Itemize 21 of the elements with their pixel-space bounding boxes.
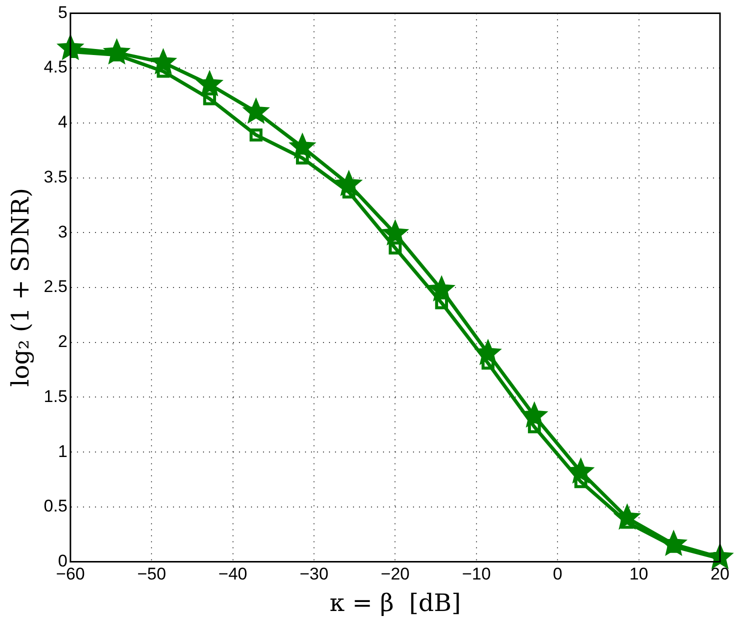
y-tick-label: 3 [58,222,68,242]
y-tick-label: 3.5 [44,167,68,186]
y-tick-label: 4.5 [44,58,68,77]
x-tick-label: −50 [137,564,166,584]
y-tick-label: 2 [58,332,68,352]
y-tick-label: 0.5 [44,496,68,516]
y-tick-label: 0 [58,551,68,570]
x-axis-title: κ = β [dB] [330,588,461,617]
y-tick-label: 5 [58,2,68,22]
x-tick-label: −10 [462,564,491,584]
y-tick-label: 1.5 [44,386,68,406]
x-tick-label: 10 [629,564,648,584]
x-tick-label: −40 [218,564,248,584]
x-tick-label: 20 [710,564,730,584]
y-tick-label: 4 [58,112,68,132]
x-tick-label: 0 [552,564,562,584]
y-tick-label: 1 [58,442,68,461]
x-tick-label: −20 [380,564,410,584]
x-tick-label: −30 [300,564,328,584]
y-axis-title: log₂ (1 + SDNR) [6,188,35,387]
y-tick-label: 2.5 [44,277,68,296]
